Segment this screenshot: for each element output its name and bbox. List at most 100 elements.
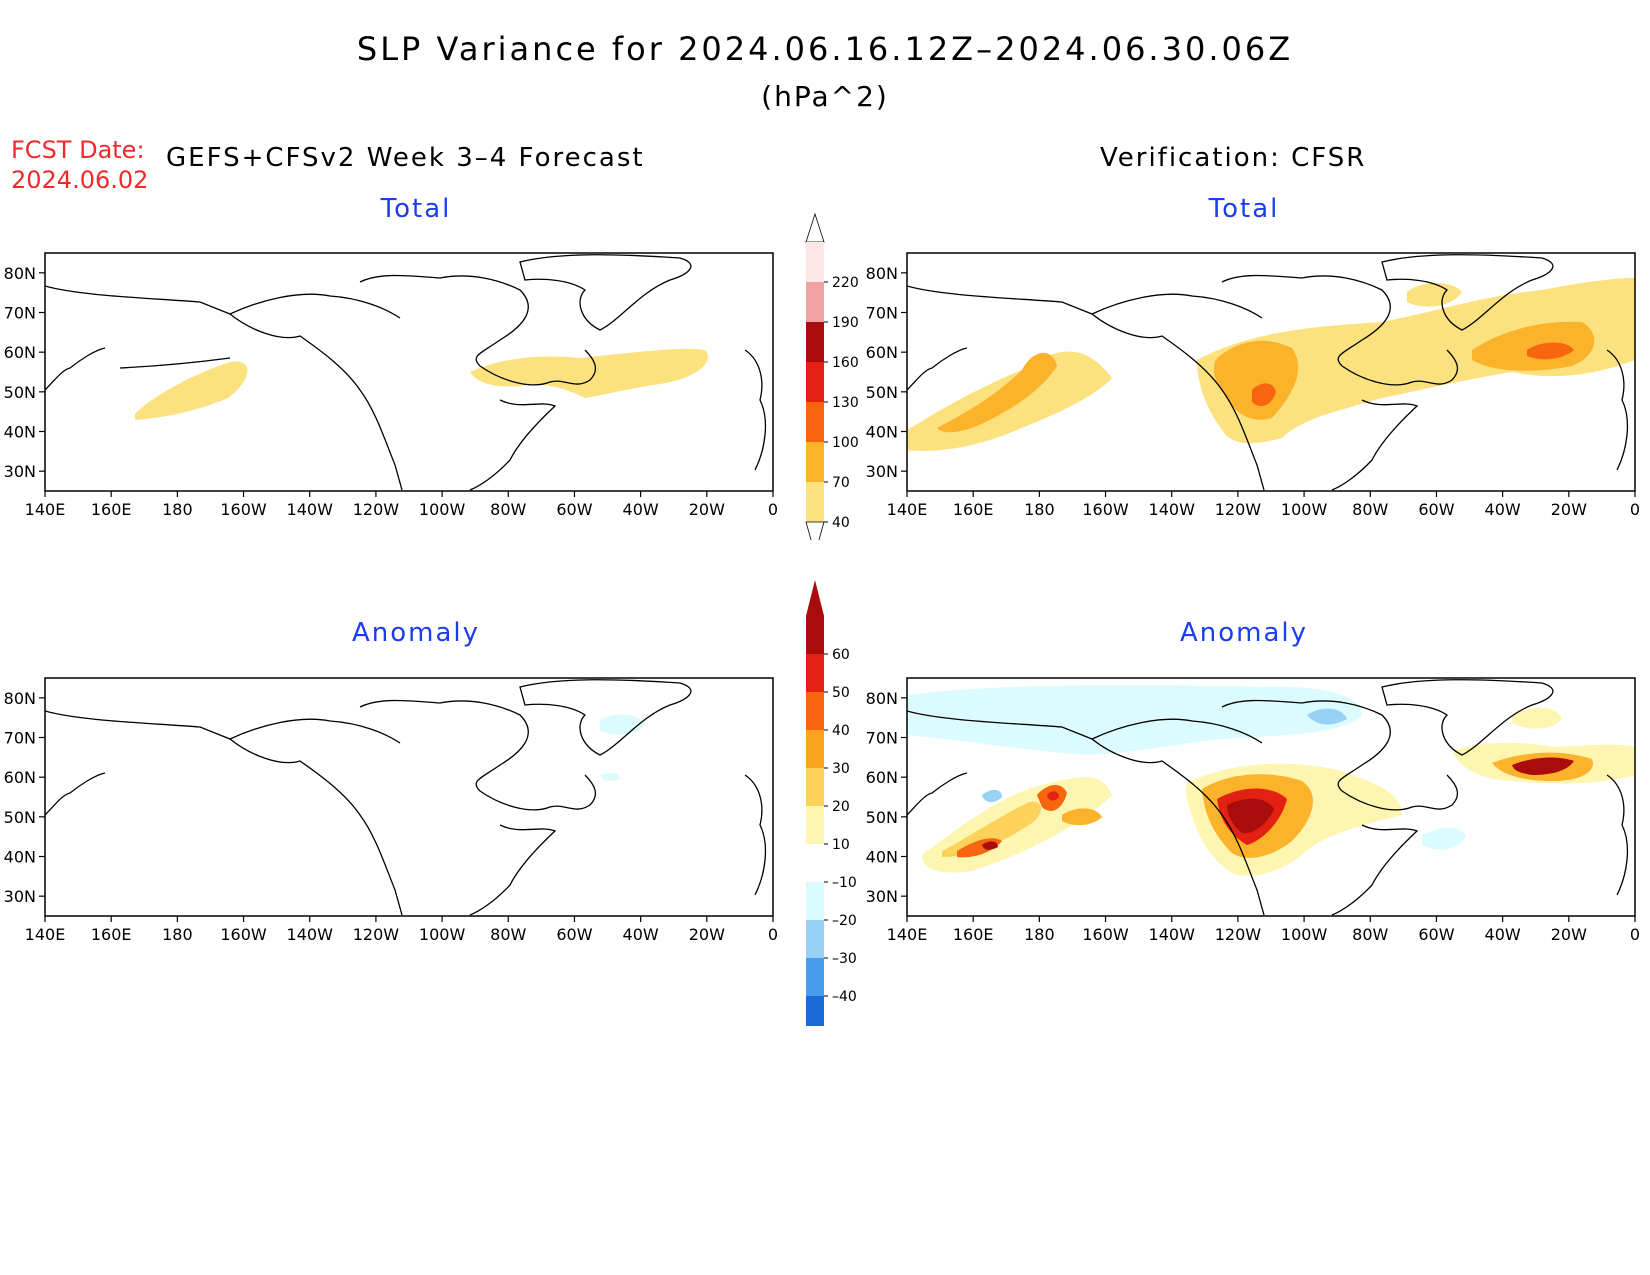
lat-tick-label: 50N (866, 383, 898, 402)
map-frame (906, 677, 1636, 917)
lon-tick-label: 160E (91, 925, 132, 944)
lon-tick-label: 20W (689, 500, 725, 519)
colorbar-label: 20 (832, 799, 850, 815)
colorbar-label: 160 (832, 355, 859, 371)
lon-tick-label: 160E (953, 500, 994, 519)
forecast-total-map: 80N 70N 60N 50N 40N 30N 140E 160E 180 160W 140W 12… (4, 252, 778, 519)
lon-tick-label: 60W (1418, 925, 1454, 944)
colorbar-box (806, 654, 824, 692)
lat-tick-label: 60N (4, 768, 36, 787)
lat-tick-label: 30N (4, 887, 36, 906)
colorbar-box (806, 920, 824, 958)
lon-tick-label: 120W (353, 925, 400, 944)
colorbar-label: 190 (832, 315, 859, 331)
colorbar-label: 50 (832, 685, 850, 701)
lon-tick-label: 160W (220, 500, 267, 519)
lon-tick-label: 20W (1551, 500, 1587, 519)
colorbar-label: 40 (832, 723, 850, 739)
lon-tick-label: 140W (287, 500, 334, 519)
lon-tick-label: 0 (1630, 500, 1640, 519)
lon-tick-label: 40W (1485, 925, 1521, 944)
lon-tick-label: 160E (953, 925, 994, 944)
variance-shading (600, 714, 645, 782)
colorbar-label: –20 (832, 913, 857, 929)
colorbar-box (806, 882, 824, 920)
colorbar-box (806, 282, 824, 322)
forecast-total-label: Total (380, 194, 452, 224)
colorbar-label: 130 (832, 395, 859, 411)
lat-tick-label: 60N (4, 343, 36, 362)
colorbar-box (806, 616, 824, 654)
map-frame (44, 677, 774, 917)
forecast-anomaly-label: Anomaly (351, 618, 481, 648)
lon-tick-label: 100W (419, 925, 466, 944)
lat-tick-label: 40N (4, 848, 36, 867)
lat-tick-label: 80N (4, 264, 36, 283)
colorbar-box (806, 402, 824, 442)
colorbar-box (806, 482, 824, 522)
lon-tick-label: 160W (1082, 500, 1129, 519)
lon-tick-label: 20W (1551, 925, 1587, 944)
colorbar-label: 10 (832, 837, 850, 853)
forecast-date-label: FCST Date: (11, 136, 145, 164)
lat-tick-label: 70N (866, 729, 898, 748)
latitude-axis: 80N 70N 60N 50N 40N 30N (866, 689, 907, 906)
lat-tick-label: 70N (866, 304, 898, 323)
lon-tick-label: 0 (1630, 925, 1640, 944)
lon-tick-label: 40W (1485, 500, 1521, 519)
anomaly-colorbar: 60 50 40 30 20 10 –10 –20 –30 –40 (806, 580, 857, 1026)
colorbar-box (806, 322, 824, 362)
lon-tick-label: 140W (287, 925, 334, 944)
lon-tick-label: 140E (887, 500, 928, 519)
lon-tick-label: 80W (1352, 925, 1388, 944)
colorbar-box (806, 958, 824, 996)
colorbar-max-triangle (806, 580, 824, 616)
lat-tick-label: 30N (4, 462, 36, 481)
lon-tick-label: 180 (162, 925, 193, 944)
coastlines (45, 254, 767, 491)
colorbar-label: –40 (832, 989, 857, 1005)
longitude-axis: 140E 160E 180 160W 140W 120W 100W 80W 60W 40W 20W 0 (25, 491, 778, 519)
lat-tick-label: 50N (866, 808, 898, 827)
lat-tick-label: 40N (4, 423, 36, 442)
anomaly-colorbar-segments: 60 50 40 30 20 10 –10 –20 –30 –40 (806, 580, 857, 1026)
lon-tick-label: 100W (1281, 500, 1328, 519)
lon-tick-label: 60W (1418, 500, 1454, 519)
coastlines (45, 679, 767, 916)
forecast-heading: GEFS+CFSv2 Week 3–4 Forecast (166, 143, 645, 173)
lat-tick-label: 30N (866, 887, 898, 906)
lon-tick-label: 120W (1215, 500, 1262, 519)
coastlines (907, 254, 1629, 491)
variance-shading (907, 685, 1635, 876)
lat-tick-label: 50N (4, 808, 36, 827)
lon-tick-label: 140W (1149, 925, 1196, 944)
colorbar-box (806, 442, 824, 482)
colorbar-label: 60 (832, 647, 850, 663)
lat-tick-label: 80N (866, 689, 898, 708)
colorbar-box (806, 692, 824, 730)
lon-tick-label: 80W (490, 500, 526, 519)
forecast-anomaly-map: 80N 70N 60N 50N 40N 30N 140E 160E 180 160W 140W 12… (4, 677, 778, 944)
longitude-axis: 140E 160E 180 160W 140W 120W 100W 80W 60W 40W 20W 0 (25, 916, 778, 944)
map-frame (906, 252, 1636, 492)
colorbar-label: 70 (832, 475, 850, 491)
lon-tick-label: 140E (887, 925, 928, 944)
lon-tick-label: 40W (623, 500, 659, 519)
colorbar-box (806, 242, 824, 282)
lon-tick-label: 180 (1024, 500, 1055, 519)
latitude-axis: 80N 70N 60N 50N 40N 30N (866, 264, 907, 481)
variance-shading (907, 278, 1635, 451)
lon-tick-label: 60W (556, 925, 592, 944)
lon-tick-label: 180 (162, 500, 193, 519)
lat-tick-label: 60N (866, 768, 898, 787)
lat-tick-label: 70N (4, 304, 36, 323)
lat-tick-label: 40N (866, 423, 898, 442)
lon-tick-label: 120W (353, 500, 400, 519)
lon-tick-label: 100W (419, 500, 466, 519)
lon-tick-label: 160W (1082, 925, 1129, 944)
lon-tick-label: 140W (1149, 500, 1196, 519)
colorbar-max-triangle (805, 212, 825, 243)
colorbar-label: 30 (832, 761, 850, 777)
lon-tick-label: 140E (25, 500, 66, 519)
colorbar-label: 100 (832, 435, 859, 451)
